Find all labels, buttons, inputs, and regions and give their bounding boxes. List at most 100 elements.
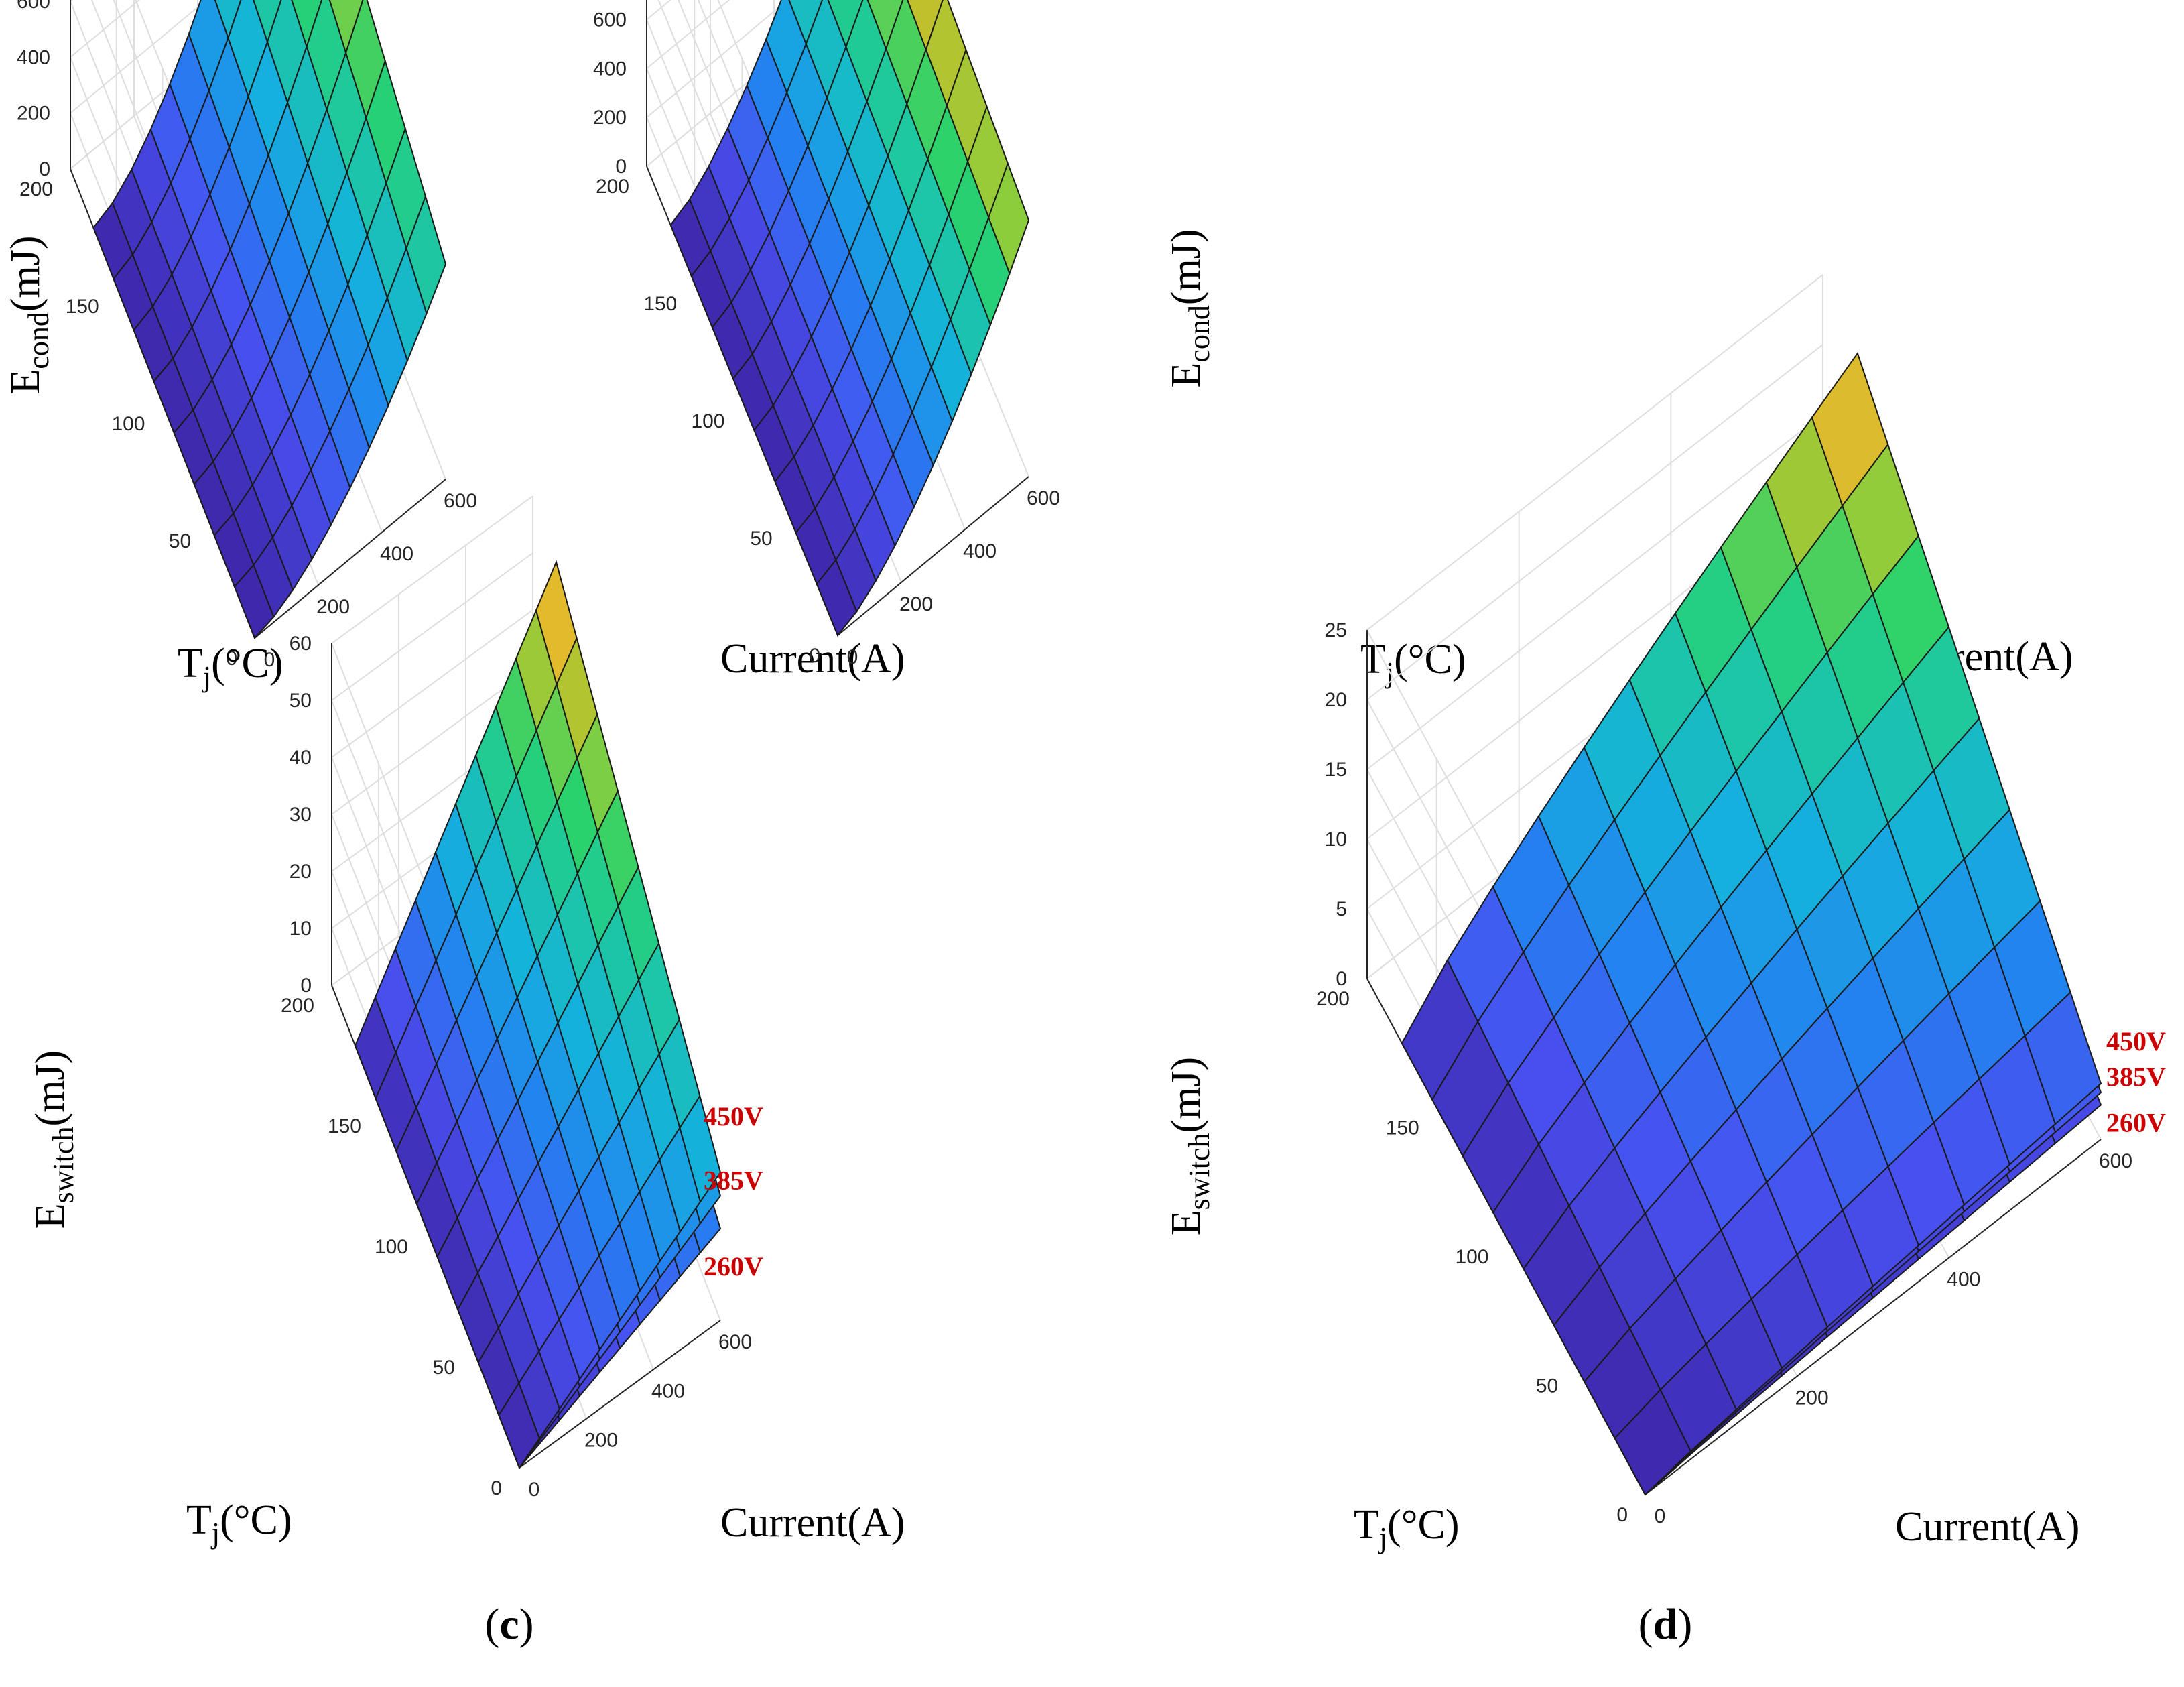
y-tick-label: 100 xyxy=(691,410,724,432)
z-tick-label: 10 xyxy=(290,918,312,940)
surface-layer xyxy=(92,0,447,639)
z-tick-label: 40 xyxy=(290,747,312,769)
tick-labels: 0200400600050100150200020040060080010001… xyxy=(17,0,477,671)
z-tick-label: 0 xyxy=(39,158,50,180)
x-axis-line xyxy=(519,1320,721,1469)
y-tick-label: 200 xyxy=(1316,988,1350,1010)
z-tick-label: 0 xyxy=(1336,968,1347,990)
surface-plot xyxy=(92,0,447,639)
x-tick-label: 0 xyxy=(1655,1505,1666,1527)
z-tick-label: 200 xyxy=(17,103,50,125)
z-axis-title: Eswitch(mJ) xyxy=(1163,1057,1216,1235)
voltage-label: 450V xyxy=(2106,1026,2166,1056)
y-tick-label: 50 xyxy=(750,527,772,550)
z-tick-label: 50 xyxy=(290,690,312,712)
surface-patch xyxy=(2024,991,2102,1125)
y-tick-label: 50 xyxy=(433,1357,455,1379)
z-tick-label: 10 xyxy=(1325,828,1347,851)
panel-caption: (d) xyxy=(1639,1600,1693,1649)
chart-panel-c: 02004006000501001502000102030405060450V3… xyxy=(27,495,905,1649)
x-tick-label: 400 xyxy=(651,1380,685,1402)
x-tick-label: 600 xyxy=(2099,1150,2132,1172)
x-axis-title: Current(A) xyxy=(720,1500,905,1546)
z-tick-label: 200 xyxy=(593,107,627,129)
y-tick-label: 150 xyxy=(1386,1117,1419,1139)
z-axis-title: Econd(mJ) xyxy=(3,235,55,394)
surface-layer xyxy=(354,560,722,1470)
panel-caption: (c) xyxy=(485,1600,533,1649)
surface-patch xyxy=(405,194,447,316)
x-tick-label: 0 xyxy=(847,646,858,668)
x-tick-label: 400 xyxy=(380,543,413,565)
x-tick-label: 600 xyxy=(718,1331,752,1353)
y-tick-label: 200 xyxy=(596,176,629,198)
x-tick-label: 0 xyxy=(264,649,275,671)
z-axis-title: Eswitch(mJ) xyxy=(27,1050,80,1229)
y-tick-label: 50 xyxy=(169,530,191,552)
y-tick-label: 50 xyxy=(1536,1375,1558,1397)
y-tick-label: 0 xyxy=(809,645,820,667)
z-tick-label: 60 xyxy=(290,633,312,655)
z-tick-label: 400 xyxy=(593,58,627,80)
y-tick-label: 200 xyxy=(19,178,53,200)
y-tick-label: 0 xyxy=(226,647,237,670)
z-tick-label: 5 xyxy=(1336,898,1347,920)
x-tick-label: 600 xyxy=(1027,487,1060,509)
voltage-label: 260V xyxy=(704,1251,763,1282)
y-tick-label: 200 xyxy=(281,995,314,1017)
surface-layer xyxy=(1401,351,2102,1496)
x-tick-label: 400 xyxy=(1947,1269,1980,1291)
x-axis-title: Current(A) xyxy=(1895,1504,2079,1550)
surface-plot xyxy=(669,0,1030,637)
surface-layer xyxy=(669,0,1030,637)
z-tick-label: 600 xyxy=(593,9,627,31)
x-tick-label: 200 xyxy=(584,1430,618,1452)
z-tick-label: 600 xyxy=(17,0,50,13)
y-tick-label: 100 xyxy=(375,1236,408,1258)
y-tick-label: 100 xyxy=(111,413,145,435)
chart-panel-d: 02004006000501001502000510152025450V385V… xyxy=(1163,274,2166,1649)
z-tick-label: 20 xyxy=(290,861,312,883)
voltage-label: 385V xyxy=(2106,1062,2166,1092)
y-axis-title: Tj(°C) xyxy=(186,1497,292,1550)
y-axis-title: Tj(°C) xyxy=(1354,1502,1460,1554)
x-tick-label: 400 xyxy=(963,540,997,562)
z-tick-label: 0 xyxy=(615,155,627,178)
z-tick-label: 25 xyxy=(1325,619,1347,641)
voltage-label: 450V xyxy=(704,1101,763,1131)
z-tick-label: 20 xyxy=(1325,689,1347,711)
x-axis-line xyxy=(837,476,1029,636)
z-tick-label: 400 xyxy=(17,46,50,68)
x-tick-label: 200 xyxy=(316,596,350,618)
voltage-label: 260V xyxy=(2106,1107,2166,1137)
x-axis-line xyxy=(254,479,446,639)
surface-patch xyxy=(988,161,1030,276)
x-axis-line xyxy=(1645,1139,2102,1495)
x-tick-label: 200 xyxy=(899,593,933,615)
x-tick-label: 200 xyxy=(1795,1387,1829,1409)
z-tick-label: 30 xyxy=(290,804,312,826)
surface-plot xyxy=(354,560,722,1470)
y-tick-label: 0 xyxy=(491,1477,502,1499)
y-tick-label: 150 xyxy=(643,293,677,315)
x-tick-label: 600 xyxy=(444,490,477,512)
surface-plot xyxy=(1401,351,2102,1496)
voltage-label: 385V xyxy=(704,1165,763,1195)
z-tick-label: 15 xyxy=(1325,759,1347,781)
y-axis-title: Tj(°C) xyxy=(178,641,283,693)
chart-panel-b: 0200400600050100150200020040060080010001… xyxy=(593,0,2073,791)
tick-labels: 0200400600050100150200020040060080010001… xyxy=(593,9,1060,668)
y-axis-title: Tj(°C) xyxy=(1360,637,1466,689)
chart-panel-a: 0200400600050100150200020040060080010001… xyxy=(3,0,905,791)
surface-patch xyxy=(679,1094,722,1204)
y-tick-label: 100 xyxy=(1455,1246,1488,1268)
z-tick-label: 0 xyxy=(300,975,312,997)
x-axis-title: Current(A) xyxy=(720,636,905,682)
y-tick-label: 0 xyxy=(1616,1504,1628,1526)
y-tick-label: 150 xyxy=(328,1115,361,1137)
z-axis-title: Econd(mJ) xyxy=(1163,229,1216,387)
x-tick-label: 0 xyxy=(529,1479,540,1501)
